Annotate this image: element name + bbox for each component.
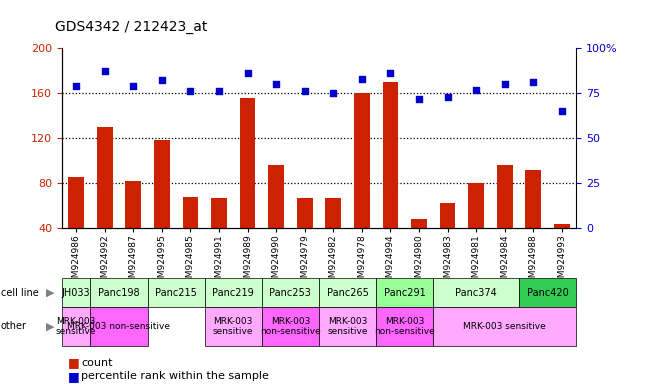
Point (157, 78, 167, 84)
Bar (240, 98, 255, 273)
Text: ■: ■ (68, 370, 80, 383)
Bar (90, 307, 148, 346)
Point (471, 86, 481, 93)
Text: MRK-003 sensitive: MRK-003 sensitive (464, 322, 546, 331)
Bar (182, 197, 199, 273)
Point (357, 76, 367, 82)
Point (442, 94, 452, 100)
Bar (326, 198, 341, 273)
Text: Panc215: Panc215 (155, 288, 197, 298)
Bar (525, 170, 541, 273)
Text: percentile rank within the sample: percentile rank within the sample (81, 371, 270, 381)
Bar (97, 127, 113, 273)
Bar (204, 307, 262, 346)
Point (71, 83, 81, 89)
Point (414, 96, 424, 102)
Point (128, 83, 139, 89)
Bar (262, 278, 319, 307)
Bar (319, 307, 376, 346)
Text: ■: ■ (68, 356, 80, 369)
Bar (148, 278, 204, 307)
Text: count: count (81, 358, 113, 368)
Bar (297, 198, 312, 273)
Bar (411, 220, 427, 273)
Bar (319, 278, 376, 307)
Text: Panc374: Panc374 (455, 288, 497, 298)
Bar (376, 278, 434, 307)
Bar (434, 278, 519, 307)
Bar (211, 198, 227, 273)
Bar (354, 93, 370, 273)
Point (242, 70, 253, 76)
Text: Panc253: Panc253 (270, 288, 311, 298)
Bar (68, 177, 84, 273)
Bar (62, 278, 90, 307)
Bar (262, 307, 319, 346)
Point (528, 79, 538, 85)
Text: ▶: ▶ (46, 321, 55, 331)
Bar (439, 202, 456, 273)
Text: JH033: JH033 (62, 288, 90, 298)
Text: MRK-003
sensitive: MRK-003 sensitive (56, 317, 96, 336)
Point (557, 108, 567, 114)
Text: Panc198: Panc198 (98, 288, 140, 298)
Text: MRK-003 non-sensitive: MRK-003 non-sensitive (68, 322, 171, 331)
Text: MRK-003
sensitive: MRK-003 sensitive (213, 317, 253, 336)
Point (328, 90, 339, 96)
Text: cell line: cell line (1, 288, 38, 298)
Point (271, 81, 281, 87)
Bar (468, 184, 484, 273)
Point (100, 68, 110, 74)
Bar (519, 278, 576, 307)
Text: other: other (1, 321, 27, 331)
Point (214, 88, 224, 94)
Bar (383, 82, 398, 273)
Text: Panc265: Panc265 (327, 288, 368, 298)
Text: Panc219: Panc219 (212, 288, 254, 298)
Bar (204, 278, 262, 307)
Bar (497, 166, 512, 273)
Bar (62, 307, 90, 346)
Text: GDS4342 / 212423_at: GDS4342 / 212423_at (55, 20, 208, 34)
Text: Panc420: Panc420 (527, 288, 568, 298)
Text: MRK-003
non-sensitive: MRK-003 non-sensitive (260, 317, 321, 336)
Bar (90, 278, 148, 307)
Text: ▶: ▶ (46, 288, 55, 298)
Point (499, 81, 510, 87)
Point (385, 70, 396, 76)
Point (299, 88, 310, 94)
Bar (434, 307, 576, 346)
Text: MRK-003
non-sensitive: MRK-003 non-sensitive (374, 317, 435, 336)
Bar (268, 166, 284, 273)
Bar (554, 224, 570, 273)
Bar (376, 307, 434, 346)
Point (185, 88, 195, 94)
Bar (126, 181, 141, 273)
Text: MRK-003
sensitive: MRK-003 sensitive (327, 317, 368, 336)
Text: Panc291: Panc291 (384, 288, 426, 298)
Bar (154, 141, 170, 273)
